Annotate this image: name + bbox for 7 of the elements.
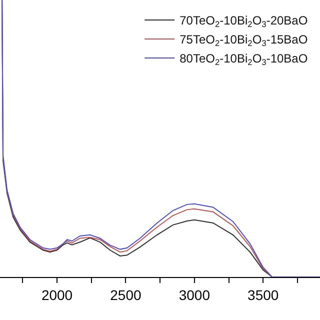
x-tick-label: 3000 — [178, 286, 210, 303]
x-tick-label: 2500 — [110, 286, 142, 303]
legend-label: 70TeO$_{2}$-10Bi$_{2}$O$_{3}$-20BaO — [180, 14, 308, 30]
x-tick-label: 2000 — [41, 286, 73, 303]
x-tick-label: 3500 — [248, 286, 279, 303]
legend-label: 75TeO$_{2}$-10Bi$_{2}$O$_{3}$-15BaO — [180, 32, 308, 48]
legend-label: 80TeO$_{2}$-10Bi$_{2}$O$_{3}$-10BaO — [180, 52, 308, 68]
